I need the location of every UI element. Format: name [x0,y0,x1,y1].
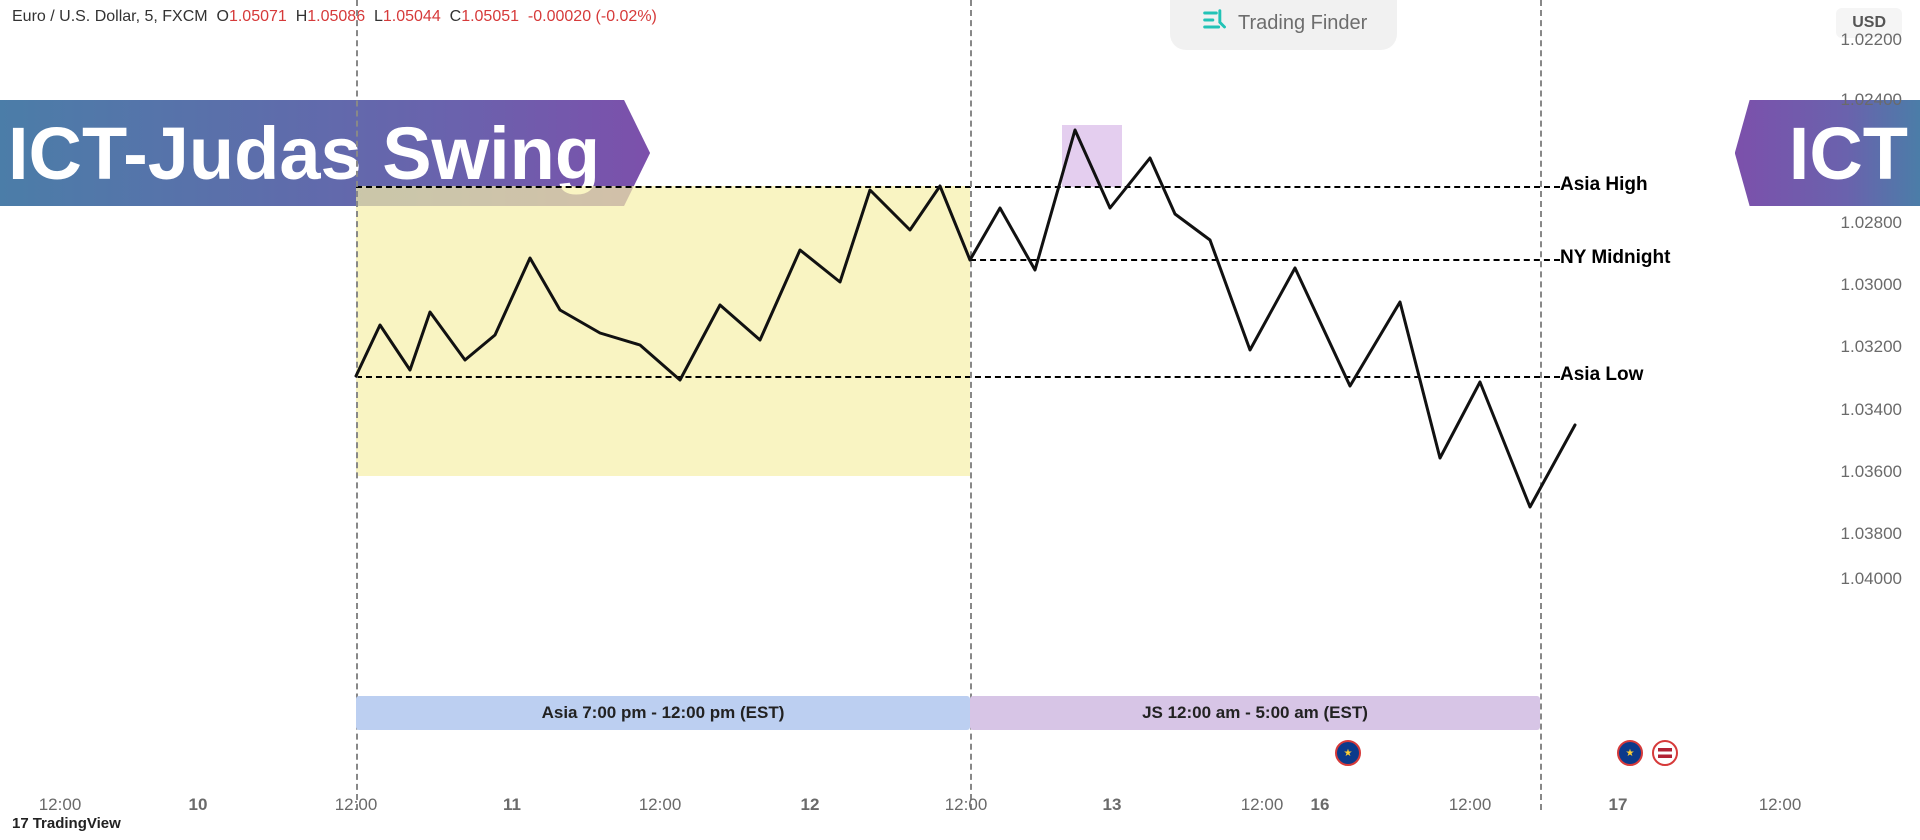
x-tick-label: 12 [801,795,820,815]
x-tick-label: 12:00 [639,795,682,815]
brand-text: Trading Finder [1238,12,1367,35]
x-tick-label: 12:00 [335,795,378,815]
y-tick-label: 1.02800 [1841,213,1902,233]
y-tick-label: 1.04000 [1841,569,1902,589]
h-label: H [296,8,308,25]
price-line [0,40,1820,770]
brand-icon [1200,6,1228,40]
o-val: 1.05071 [229,8,287,25]
chart-wrap: Euro / U.S. Dollar, 5, FXCM O1.05071 H 1.… [0,0,1920,840]
eu-flag-icon[interactable]: ★ [1335,740,1361,766]
x-tick-label: 12:00 [1449,795,1492,815]
x-tick-label: 11 [503,795,521,815]
x-tick-label: 16 [1311,795,1330,815]
y-tick-label: 1.02200 [1841,30,1902,50]
x-tick-label: 10 [189,795,208,815]
session-bar-asia: Asia 7:00 pm - 12:00 pm (EST) [356,696,970,730]
l-label: L [374,8,383,25]
y-tick-label: 1.03600 [1841,462,1902,482]
x-tick-label: 12:00 [1759,795,1802,815]
us-flag-icon[interactable] [1652,740,1678,766]
symbol-info-bar: Euro / U.S. Dollar, 5, FXCM O1.05071 H 1.… [12,8,657,26]
l-val: 1.05044 [383,8,441,25]
tv-icon: 17 [12,815,29,832]
label-asia-low: Asia Low [1560,364,1643,386]
x-tick-label: 12:00 [39,795,82,815]
chg-val: -0.00020 (-0.02%) [528,8,657,25]
eu-flag-icon[interactable]: ★ [1617,740,1643,766]
y-tick-label: 1.03400 [1841,400,1902,420]
label-asia-high: Asia High [1560,174,1648,196]
y-tick-label: 1.02400 [1841,90,1902,110]
y-tick-label: 1.03200 [1841,337,1902,357]
c-val: 1.05051 [461,8,519,25]
y-tick-label: 1.03800 [1841,524,1902,544]
y-axis-labels: 1.022001.024001.028001.030001.032001.034… [1820,40,1920,770]
x-tick-label: 12:00 [1241,795,1284,815]
tradingview-watermark: 17 TradingView [12,815,121,832]
x-axis-labels: 12:00 10 12:00 11 12:00 12 12:00 13 12:00 16 12:00… [0,795,1820,825]
x-tick-label: 13 [1103,795,1122,815]
x-tick-label: 17 [1609,795,1628,815]
label-ny-midnight: NY Midnight [1560,247,1670,269]
x-tick-label: 12:00 [945,795,988,815]
tv-text: TradingView [33,815,121,832]
plot-area[interactable]: Asia 7:00 pm - 12:00 pm (EST)JS 12:00 am… [0,40,1820,770]
y-tick-label: 1.03000 [1841,275,1902,295]
session-bar-js: JS 12:00 am - 5:00 am (EST) [970,696,1540,730]
o-label: O [217,8,229,25]
symbol-text: Euro / U.S. Dollar, 5, FXCM [12,8,208,25]
c-label: C [450,8,462,25]
